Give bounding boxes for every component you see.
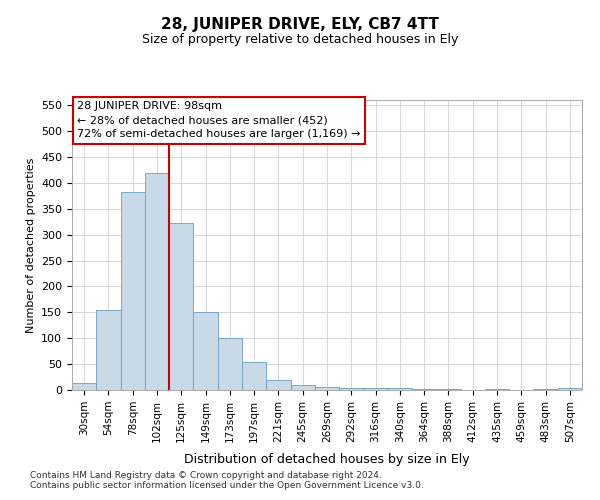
Bar: [266, 380, 290, 390]
Text: 28 JUNIPER DRIVE: 98sqm
← 28% of detached houses are smaller (452)
72% of semi-d: 28 JUNIPER DRIVE: 98sqm ← 28% of detache…: [77, 102, 361, 140]
Bar: [315, 388, 339, 390]
X-axis label: Distribution of detached houses by size in Ely: Distribution of detached houses by size …: [184, 453, 470, 466]
Bar: [96, 310, 121, 390]
Bar: [290, 385, 315, 390]
Y-axis label: Number of detached properties: Number of detached properties: [26, 158, 35, 332]
Bar: [558, 388, 582, 390]
Bar: [388, 388, 412, 390]
Bar: [339, 388, 364, 390]
Bar: [72, 384, 96, 390]
Bar: [145, 172, 169, 390]
Bar: [121, 192, 145, 390]
Bar: [364, 388, 388, 390]
Text: Size of property relative to detached houses in Ely: Size of property relative to detached ho…: [142, 32, 458, 46]
Text: Contains HM Land Registry data © Crown copyright and database right 2024.
Contai: Contains HM Land Registry data © Crown c…: [30, 470, 424, 490]
Bar: [169, 223, 193, 390]
Bar: [242, 362, 266, 390]
Bar: [193, 312, 218, 390]
Text: 28, JUNIPER DRIVE, ELY, CB7 4TT: 28, JUNIPER DRIVE, ELY, CB7 4TT: [161, 18, 439, 32]
Bar: [218, 338, 242, 390]
